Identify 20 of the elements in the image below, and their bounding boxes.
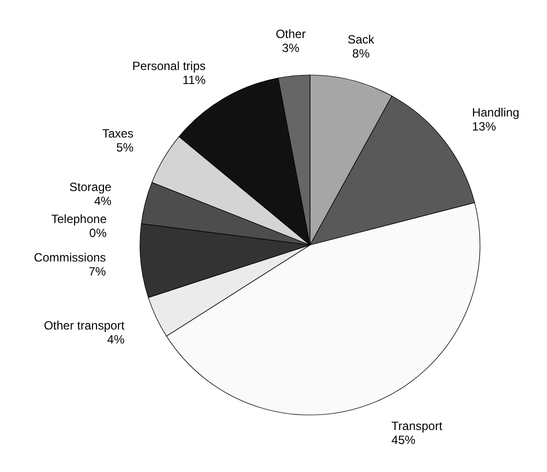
data-label: 7% <box>88 264 106 278</box>
data-label: 13% <box>472 119 496 134</box>
slice-label: Taxes <box>102 126 134 141</box>
data-label: 11% <box>182 72 206 87</box>
slice-label: Sack <box>348 32 376 46</box>
data-label: 4% <box>107 332 125 346</box>
data-label: 5% <box>116 140 134 155</box>
slice-label: Personal trips <box>132 58 206 73</box>
data-label: 45% <box>391 433 416 448</box>
data-label: 3% <box>282 40 300 55</box>
data-label: 4% <box>94 194 112 208</box>
data-label: 8% <box>352 46 370 60</box>
slice-label: Transport <box>391 419 443 434</box>
slice-label: Handling <box>472 105 520 120</box>
slice-label: Commissions <box>34 250 106 264</box>
slice-label: Storage <box>69 180 112 194</box>
slice-label: Other <box>276 26 306 41</box>
text: 0% <box>89 226 107 240</box>
slice-label: Other transport <box>44 318 126 332</box>
category-label: Telephone <box>51 212 107 226</box>
